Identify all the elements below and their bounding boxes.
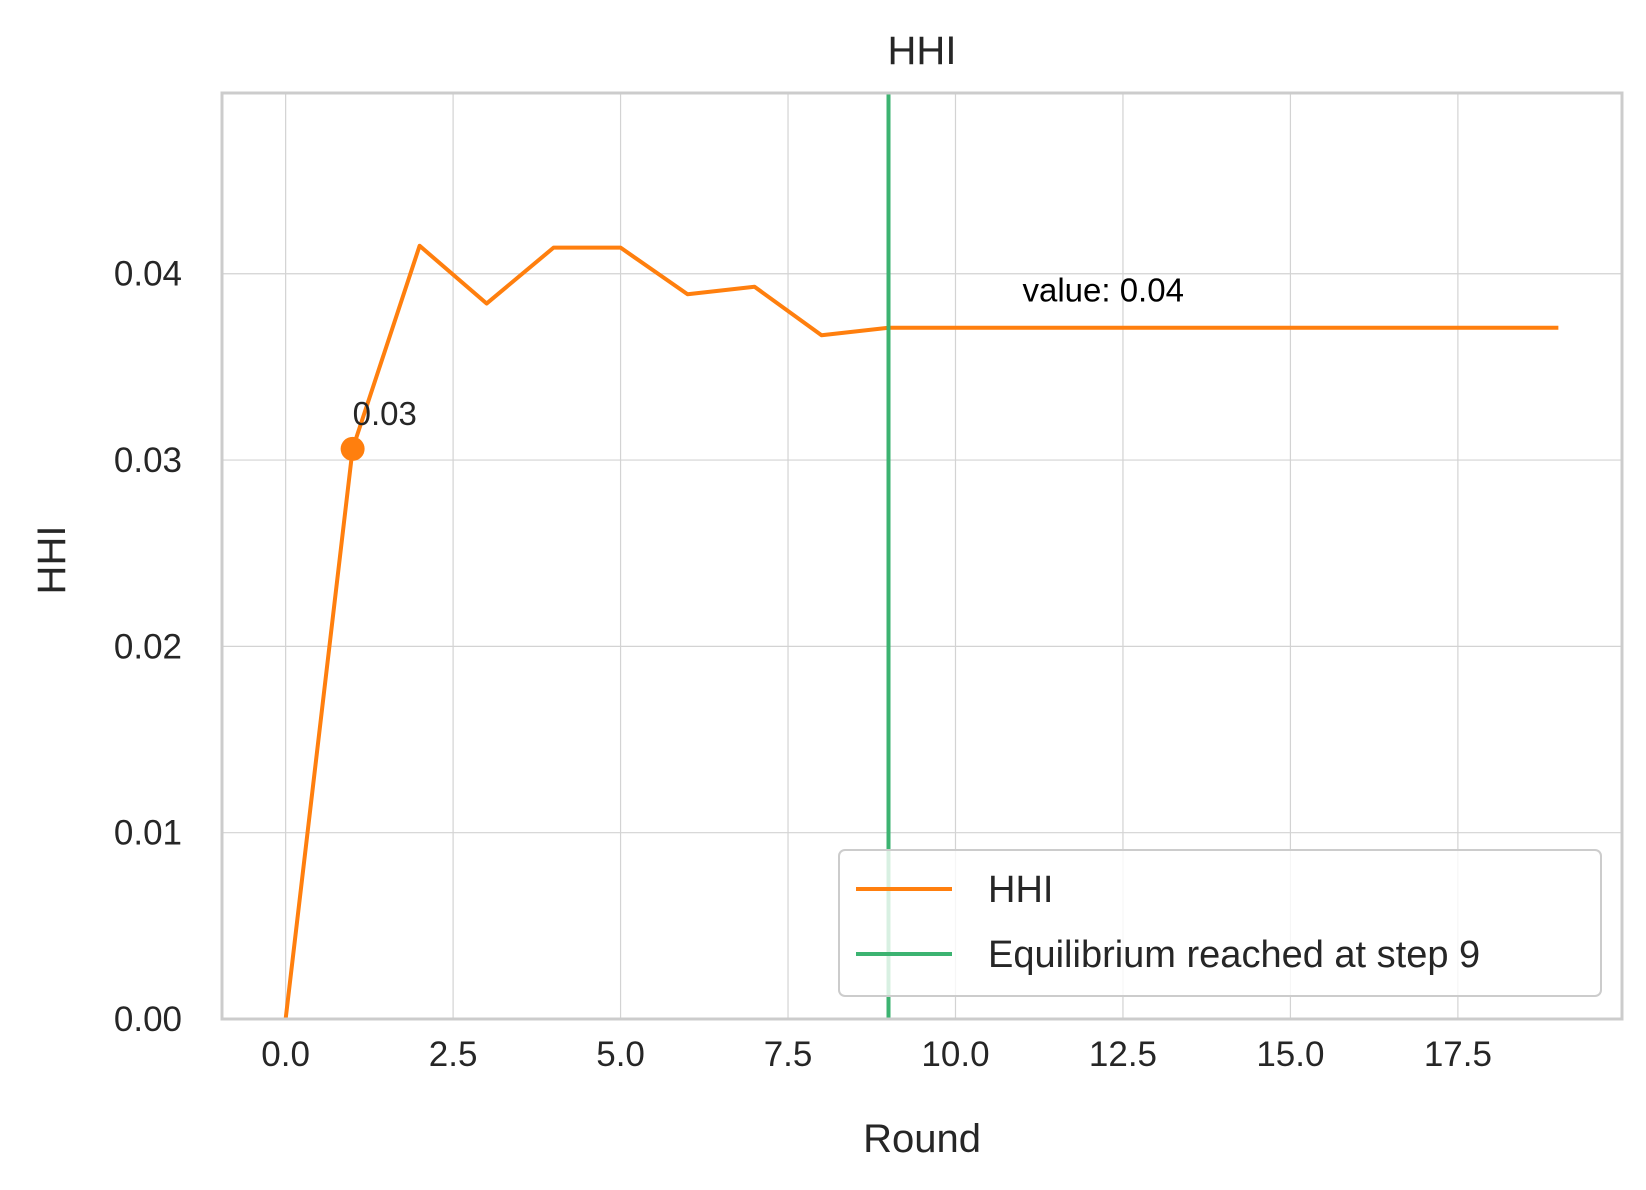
chart-title: HHI	[888, 29, 957, 73]
x-tick-label: 12.5	[1089, 1035, 1157, 1074]
axes-frame	[220, 91, 1624, 1021]
y-tick-label: 0.03	[114, 441, 182, 480]
x-tick-label: 15.0	[1256, 1035, 1324, 1074]
value-annotation: value: 0.04	[1022, 272, 1183, 309]
legend-box	[838, 849, 1602, 997]
y-tick-label: 0.02	[114, 627, 182, 666]
legend-label-equilibrium: Equilibrium reached at step 9	[988, 934, 1480, 976]
marker-label: 0.03	[353, 395, 417, 432]
y-axis-label: HHI	[30, 526, 74, 595]
x-tick-label: 0.0	[261, 1035, 310, 1074]
x-tick-label: 5.0	[596, 1035, 645, 1074]
y-tick-label: 0.00	[114, 1000, 182, 1039]
legend-label-hhi: HHI	[988, 869, 1053, 911]
x-tick-label: 7.5	[764, 1035, 813, 1074]
x-tick-label: 2.5	[429, 1035, 478, 1074]
legend: HHI Equilibrium reached at step 9	[838, 849, 1602, 997]
y-tick-label: 0.04	[114, 255, 182, 294]
x-tick-label: 17.5	[1424, 1035, 1492, 1074]
marker-point	[340, 436, 365, 461]
tick-labels: 0.0 2.5 5.0 7.5 10.0 12.5 15.0 17.5 0.00 0.01 0.02…	[114, 255, 1492, 1074]
x-tick-label: 10.0	[921, 1035, 989, 1074]
x-axis-label: Round	[863, 1117, 981, 1161]
series-line-hhi	[283, 243, 1559, 1020]
y-tick-label: 0.01	[114, 814, 182, 853]
